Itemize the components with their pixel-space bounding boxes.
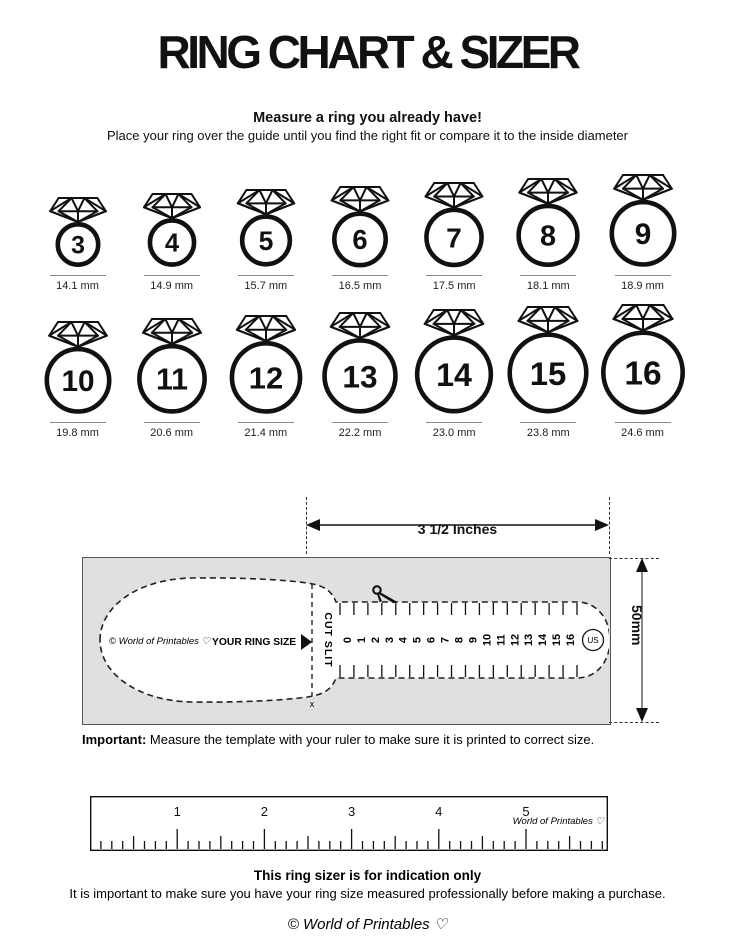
svg-text:9: 9 (467, 637, 479, 643)
svg-text:12: 12 (249, 361, 283, 396)
svg-text:11: 11 (495, 634, 507, 646)
svg-text:6: 6 (352, 224, 367, 255)
svg-text:3: 3 (348, 804, 355, 819)
svg-text:5: 5 (412, 637, 424, 643)
svg-text:15: 15 (551, 634, 563, 646)
svg-text:7: 7 (440, 637, 452, 643)
svg-text:9: 9 (634, 218, 651, 251)
svg-text:7: 7 (446, 222, 462, 253)
svg-text:4: 4 (398, 636, 410, 643)
svg-text:3: 3 (71, 231, 85, 259)
svg-text:13: 13 (342, 359, 377, 395)
svg-text:13: 13 (523, 634, 535, 646)
svg-text:5: 5 (258, 226, 273, 256)
svg-text:16: 16 (565, 634, 577, 646)
svg-text:YOUR RING SIZE: YOUR RING SIZE (212, 637, 296, 648)
svg-text:14: 14 (436, 357, 472, 393)
svg-text:4: 4 (435, 804, 442, 819)
svg-text:2: 2 (261, 804, 268, 819)
svg-text:10: 10 (481, 634, 493, 646)
svg-text:15: 15 (530, 355, 567, 392)
svg-text:© World of Printables ♡: © World of Printables ♡ (109, 636, 212, 647)
svg-text:14: 14 (537, 633, 549, 646)
svg-text:1: 1 (356, 637, 368, 643)
svg-text:x: x (310, 699, 315, 709)
svg-text:6: 6 (426, 637, 438, 643)
svg-text:2: 2 (370, 637, 382, 643)
svg-text:8: 8 (454, 637, 466, 643)
svg-text:10: 10 (61, 365, 94, 398)
svg-text:1: 1 (174, 804, 181, 819)
svg-text:4: 4 (165, 230, 180, 258)
svg-text:0: 0 (342, 637, 354, 643)
svg-text:12: 12 (509, 634, 521, 646)
svg-text:8: 8 (540, 221, 556, 253)
svg-text:CUT SLIT: CUT SLIT (322, 612, 334, 667)
svg-text:3: 3 (384, 637, 396, 643)
svg-text:16: 16 (624, 355, 661, 392)
svg-text:World of Printables ♡: World of Printables ♡ (513, 816, 606, 827)
svg-text:11: 11 (156, 364, 188, 397)
svg-text:US: US (587, 636, 598, 645)
